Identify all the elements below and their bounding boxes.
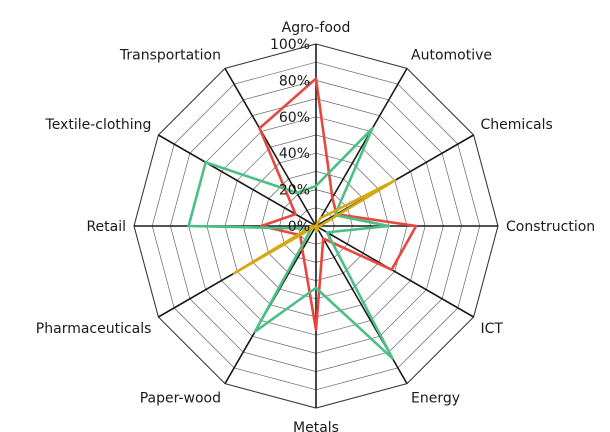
- grid-spoke: [315, 225, 408, 385]
- grid-spoke: [315, 67, 408, 227]
- category-label: Pharmaceuticals: [36, 321, 152, 337]
- tick-label: 20%: [279, 183, 310, 199]
- category-label: Transportation: [119, 47, 221, 63]
- category-label: Construction: [506, 219, 595, 235]
- tick-label: 0%: [288, 219, 310, 235]
- category-labels: Agro-food Automotive Chemicals Construction…: [36, 20, 595, 432]
- category-label: Chemicals: [481, 117, 553, 133]
- radial-tick-labels: 0% 20% 40% 60% 80% 100%: [270, 37, 310, 235]
- category-label: Textile-clothing: [45, 117, 152, 133]
- category-label: Energy: [411, 391, 460, 407]
- series-line-2: [187, 126, 394, 360]
- category-label: Automotive: [411, 47, 492, 63]
- tick-label: 100%: [270, 37, 310, 53]
- series-line-3: [232, 179, 397, 275]
- category-label: Agro-food: [282, 20, 351, 36]
- grid-spoke: [315, 225, 475, 318]
- category-label: Paper-wood: [140, 391, 221, 407]
- tick-label: 60%: [279, 110, 310, 126]
- tick-label: 40%: [279, 146, 310, 162]
- radar-series: [187, 77, 418, 360]
- category-label: Retail: [86, 219, 126, 235]
- category-label: ICT: [481, 321, 504, 337]
- tick-label: 80%: [279, 73, 310, 89]
- grid-spoke: [224, 67, 317, 227]
- category-label: Metals: [293, 420, 339, 432]
- grid-spoke: [157, 134, 317, 227]
